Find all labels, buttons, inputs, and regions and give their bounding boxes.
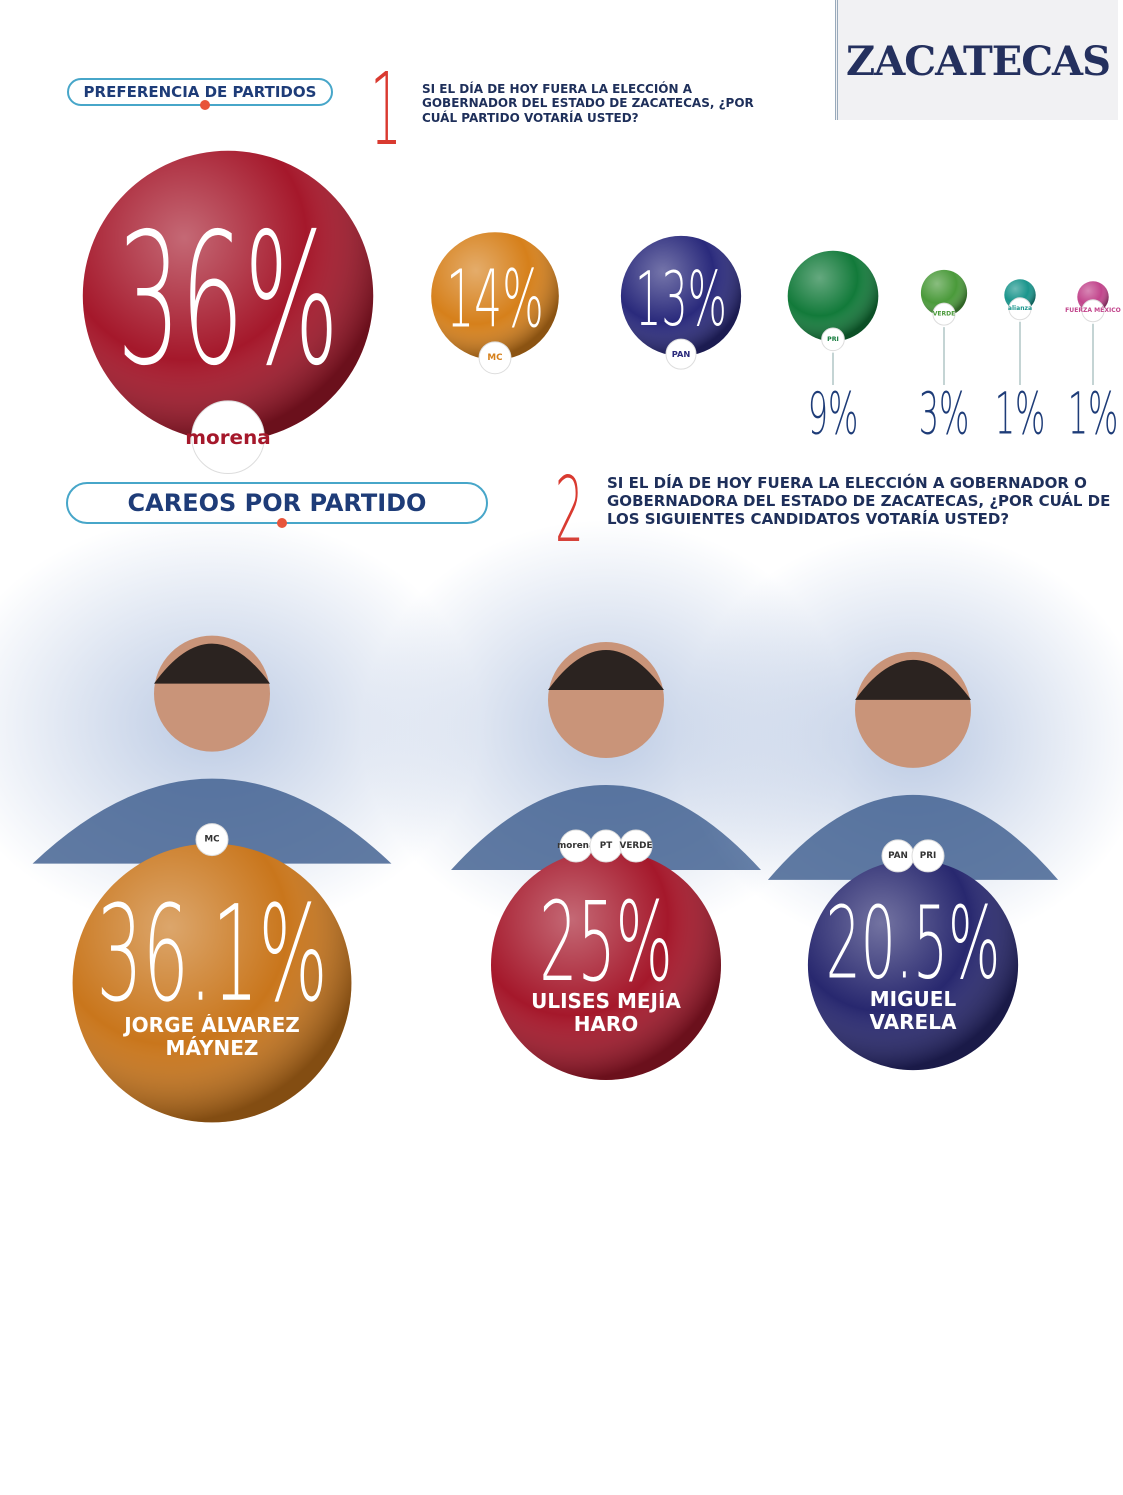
- candidate-name-box: ULISES MEJÍA HARO: [531, 990, 681, 1037]
- value-label: 36%: [117, 194, 339, 406]
- party-logo: [1081, 299, 1105, 323]
- candidate-name-box: JORGE ÁLVAREZ MÁYNEZ: [124, 1013, 300, 1060]
- party-logo: [911, 839, 945, 873]
- value-label: 9%: [808, 382, 859, 449]
- bubble-shine: [787, 250, 879, 342]
- candidate-hair: [855, 659, 971, 700]
- bubble-shine: [491, 850, 721, 1080]
- party-logo: [1008, 297, 1032, 321]
- question-text: SI EL DÍA DE HOY FUERA LA ELECCIÓN A GOB…: [422, 82, 754, 125]
- bubble-shine: [807, 859, 1019, 1071]
- party-logo-text: MC: [204, 835, 219, 845]
- value-label: 13%: [635, 257, 727, 344]
- party-logo-text: PT: [600, 841, 612, 851]
- candidate-hair: [154, 643, 270, 684]
- value-label: 1%: [1068, 382, 1119, 449]
- party-logo-text: morena: [557, 841, 595, 851]
- party-logo-text: PAN: [672, 349, 691, 359]
- value-label: 14%: [446, 254, 543, 347]
- candidate-name: JORGE ÁLVAREZ MÁYNEZ: [124, 1013, 300, 1060]
- candidate-name: MIGUEL VARELA: [869, 988, 957, 1035]
- value-label-group: 1%: [995, 382, 1046, 449]
- candidate-body: [767, 794, 1059, 880]
- value-label: 25%: [539, 878, 673, 1006]
- value-label-group: 36.1%: [96, 878, 327, 1032]
- question-text: SI EL DÍA DE HOY FUERA LA ELECCIÓN A GOB…: [607, 474, 1111, 528]
- value-label: 20.5%: [826, 886, 1000, 1002]
- value-label-group: 25%: [539, 878, 673, 1006]
- value-label-group: 36%: [117, 194, 339, 406]
- party-logo-text: PRI: [920, 851, 937, 861]
- question-number: 1: [370, 51, 402, 168]
- value-label: 3%: [919, 382, 970, 449]
- party-logo: [478, 341, 512, 375]
- value-label-group: 9%: [808, 382, 859, 449]
- party-logo-text: alianza: [1008, 305, 1032, 312]
- party-logo: [195, 823, 229, 857]
- bubble-shine: [72, 843, 352, 1123]
- section-title: PREFERENCIA DE PARTIDOS: [67, 78, 333, 110]
- value-label-group: 3%: [919, 382, 970, 449]
- party-logo: [932, 302, 956, 326]
- party-logo-text: morena: [185, 425, 271, 449]
- party-logo: [821, 327, 845, 352]
- party-logo: [191, 400, 265, 475]
- candidate-name-box: MIGUEL VARELA: [869, 988, 957, 1035]
- party-logo: [619, 829, 653, 863]
- bubble-shine: [431, 232, 559, 360]
- bubble-shine: [82, 150, 374, 442]
- value-label: 1%: [995, 382, 1046, 449]
- bubble-shine: [620, 235, 742, 357]
- candidate-hair: [548, 650, 664, 690]
- party-logo-text: VERDE: [620, 841, 653, 851]
- value-label-group: 13%: [635, 257, 727, 344]
- value-label-group: 20.5%: [826, 886, 1000, 1002]
- party-logo-text: PRI: [827, 336, 839, 343]
- party-logo-text: PAN: [888, 851, 908, 861]
- value-label-group: 1%: [1068, 382, 1119, 449]
- candidate-body: [451, 785, 761, 870]
- candidate-name: ULISES MEJÍA HARO: [531, 990, 681, 1037]
- party-logo: [665, 338, 697, 370]
- value-label: 36.1%: [96, 878, 327, 1032]
- brand-title: ZACATECAS: [846, 38, 1111, 85]
- candidate-body: [32, 778, 392, 864]
- party-logo-text: VERDE: [933, 311, 956, 318]
- party-logo-text: FUERZA MÉXICO: [1065, 305, 1121, 314]
- party-logo-text: MC: [487, 353, 502, 363]
- bubble-shine: [920, 269, 968, 317]
- brand-box: ZACATECAS: [835, 0, 1118, 120]
- value-label-group: 14%: [446, 254, 543, 347]
